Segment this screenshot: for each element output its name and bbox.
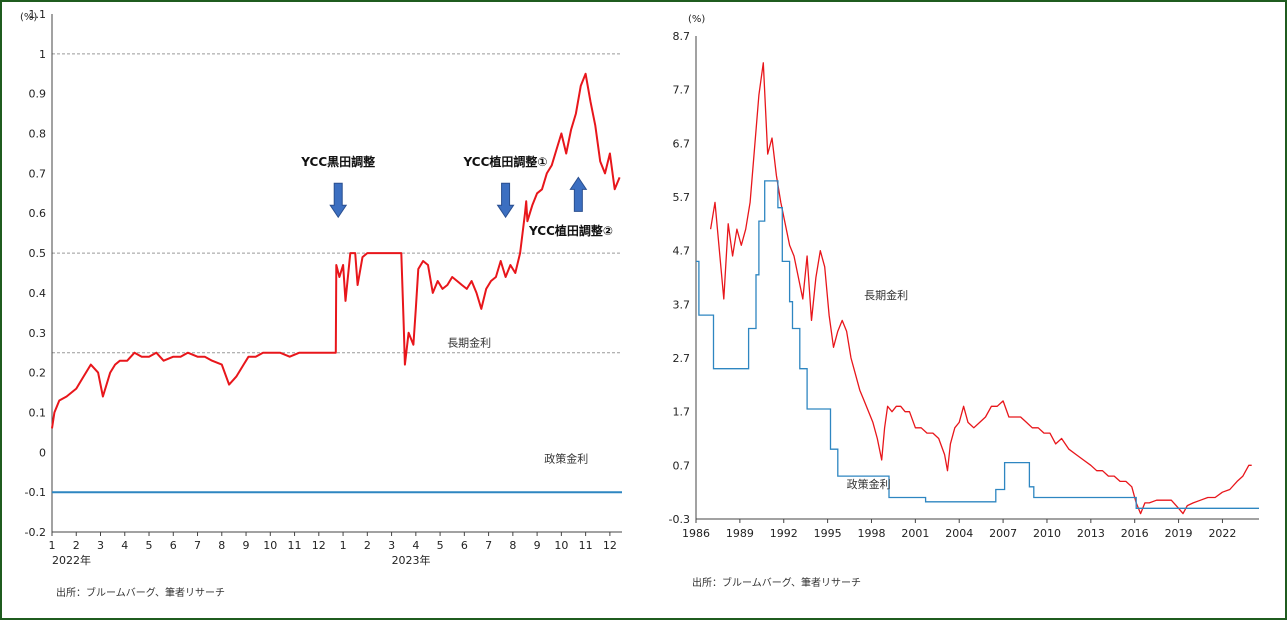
right-y-unit: (%) [688, 14, 705, 25]
left-y-tick-label: 0.3 [29, 327, 47, 340]
left-y-tick-label: 0.8 [29, 128, 47, 141]
left-long-rate-line [51, 72, 621, 429]
left-y-tick-label: 0.6 [29, 207, 47, 220]
left-x-tick-label: 4 [121, 539, 128, 552]
left-x-tick-label: 1 [340, 539, 347, 552]
left-x-tick-label: 3 [97, 539, 104, 552]
left-y-tick-label: 0.7 [29, 167, 47, 180]
right-x-tick-label: 2022 [1208, 527, 1236, 540]
left-y-tick-label: 1 [39, 48, 46, 61]
left-x-tick-label: 7 [485, 539, 492, 552]
right-policy-rate-label: 政策金利 [847, 477, 891, 491]
left-y-tick-label: 0.2 [29, 367, 47, 380]
right-x-tick-label: 2013 [1077, 527, 1105, 540]
right-x-tick-label: 1998 [857, 527, 885, 540]
left-x-tick-label: 11 [579, 539, 593, 552]
left-x-tick-label: 10 [263, 539, 277, 552]
right-y-tick-label: 6.7 [673, 137, 691, 150]
left-year-label: 2023年 [392, 553, 431, 567]
left-x-tick-label: 8 [509, 539, 516, 552]
left-y-tick-label: -0.1 [25, 486, 46, 499]
left-y-tick-label: 0 [39, 446, 46, 459]
left-y-tick-label: 1.1 [29, 8, 47, 21]
right-chart-1986-2024: (%) -0.3 0.7 1.7 2.7 3.7 4.7 5.7 6.7 7.7 8.7 1986 19… [669, 14, 1259, 589]
right-x-tick-label: 2004 [945, 527, 973, 540]
right-x-tick-label: 1989 [726, 527, 754, 540]
left-long-rate-label: 長期金利 [447, 336, 491, 350]
left-y-tick-label: -0.2 [25, 526, 46, 539]
right-y-tick-label: 0.7 [673, 459, 691, 472]
left-annotation-ueda-1: YCC植田調整① [463, 154, 548, 169]
right-y-tick-label: 3.7 [673, 298, 691, 311]
left-x-tick-label: 5 [437, 539, 444, 552]
right-y-tick-label: 7.7 [673, 84, 691, 97]
left-chart-ycc-2022-2023: (%) -0.2 -0.1 0 0.1 0.2 0.3 0.4 0.5 0.6 0.7 0.8 0.9 1… [20, 8, 622, 599]
right-y-tick-label: 5.7 [673, 191, 691, 204]
left-x-tick-label: 2 [73, 539, 80, 552]
left-source: 出所：ブルームバーグ、筆者リサーチ [56, 586, 225, 599]
left-arrow-down-icon [329, 182, 348, 219]
right-x-tick-label: 2010 [1033, 527, 1061, 540]
left-x-tick-label: 11 [288, 539, 302, 552]
left-x-tick-label: 1 [49, 539, 56, 552]
left-x-tick-label: 9 [243, 539, 250, 552]
left-x-tick-label: 3 [388, 539, 395, 552]
right-x-tick-label: 2016 [1121, 527, 1149, 540]
left-annotation-ueda-2: YCC植田調整② [528, 223, 613, 238]
left-x-tick-label: 6 [170, 539, 177, 552]
left-y-tick-label: 0.4 [29, 287, 47, 300]
right-y-tick-label: 1.7 [673, 406, 691, 419]
right-long-rate-line [709, 62, 1252, 515]
right-y-tick-label: 2.7 [673, 352, 691, 365]
right-x-tick-label: 1992 [770, 527, 798, 540]
right-y-tick-label: 4.7 [673, 245, 691, 258]
right-x-tick-label: 2019 [1165, 527, 1193, 540]
left-x-tick-label: 5 [146, 539, 153, 552]
right-x-tick-label: 2001 [901, 527, 929, 540]
left-x-tick-label: 6 [461, 539, 468, 552]
left-policy-rate-label: 政策金利 [544, 451, 588, 465]
left-x-tick-label: 12 [603, 539, 617, 552]
left-y-tick-label: 0.5 [29, 247, 47, 260]
left-x-tick-label: 7 [194, 539, 201, 552]
right-policy-rate-line [696, 180, 1259, 509]
left-x-tick-label: 12 [312, 539, 326, 552]
left-x-tick-label: 4 [412, 539, 419, 552]
right-x-tick-label: 2007 [989, 527, 1017, 540]
right-y-tick-label: -0.3 [669, 513, 690, 526]
left-year-label: 2022年 [52, 553, 91, 567]
left-y-tick-label: 0.1 [29, 406, 47, 419]
right-y-tick-label: 8.7 [673, 30, 691, 43]
left-y-tick-label: 0.9 [29, 88, 47, 101]
left-arrow-down-icon [496, 182, 515, 219]
left-y-unit: (%) [20, 12, 37, 23]
left-x-tick-label: 8 [218, 539, 225, 552]
right-source: 出所：ブルームバーグ、筆者リサーチ [692, 576, 861, 589]
left-x-tick-label: 10 [554, 539, 568, 552]
left-annotation-kuroda: YCC黒田調整 [300, 154, 375, 169]
left-arrow-up-icon [569, 176, 588, 212]
left-x-tick-label: 9 [534, 539, 541, 552]
left-x-tick-label: 2 [364, 539, 371, 552]
right-long-rate-label: 長期金利 [864, 288, 908, 302]
right-x-tick-label: 1986 [682, 527, 710, 540]
right-x-tick-label: 1995 [814, 527, 842, 540]
